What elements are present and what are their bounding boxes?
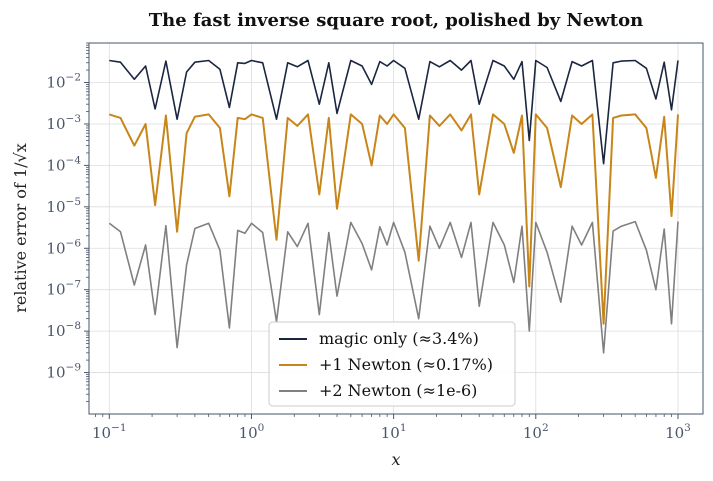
x-tick-base: 10: [92, 424, 111, 442]
y-tick-label: 10−8: [46, 320, 81, 340]
x-tick-label: 101: [381, 422, 407, 442]
legend-label: +2 Newton (≈1e-6): [319, 381, 477, 400]
x-tick-base: 10: [239, 424, 258, 442]
y-tick-exp: −6: [66, 237, 82, 249]
legend-box: [268, 321, 516, 407]
series-line-3: [108, 220, 679, 354]
x-tick-exp: −1: [111, 422, 126, 434]
y-tick-label: 10−9: [46, 362, 81, 382]
legend-label: magic only (≈3.4%): [319, 329, 479, 348]
chart-title: The fast inverse square root, polished b…: [149, 10, 643, 31]
y-tick-label: 10−7: [46, 279, 81, 299]
x-axis: 10−1 100 101 102 103: [92, 414, 691, 442]
series-line-1: [109, 59, 679, 165]
x-tick-exp: 2: [542, 422, 549, 434]
x-tick-base: 10: [523, 424, 542, 442]
y-tick-exp: −7: [66, 279, 81, 291]
y-tick-exp: −2: [66, 72, 81, 84]
y-tick-exp: −9: [66, 362, 81, 374]
y-tick-base: 10: [46, 281, 65, 299]
series-lines: [108, 59, 679, 354]
y-axis: 10−910−810−710−610−510−410−310−2: [46, 42, 89, 402]
y-tick-exp: −8: [66, 320, 81, 332]
x-tick-base: 10: [665, 424, 684, 442]
x-tick-exp: 3: [684, 422, 691, 434]
y-tick-label: 10−2: [46, 72, 81, 92]
series-line-2: [109, 113, 679, 325]
x-tick-exp: 0: [258, 422, 265, 434]
legend-label: +1 Newton (≈0.17%): [319, 355, 493, 374]
x-tick-label: 103: [665, 422, 691, 442]
y-tick-label: 10−5: [46, 196, 81, 216]
y-tick-exp: −4: [66, 154, 82, 166]
x-axis-label: x: [391, 450, 400, 469]
x-tick-label: 100: [239, 422, 265, 442]
y-tick-label: 10−6: [46, 237, 81, 257]
y-tick-base: 10: [46, 239, 65, 257]
y-tick-base: 10: [46, 115, 65, 133]
x-tick-label: 10−1: [92, 422, 127, 442]
y-tick-base: 10: [46, 364, 65, 382]
y-tick-exp: −5: [66, 196, 81, 208]
y-tick-label: 10−4: [46, 154, 81, 174]
x-tick-base: 10: [381, 424, 400, 442]
x-tick-label: 102: [523, 422, 549, 442]
y-tick-base: 10: [46, 322, 65, 340]
y-tick-base: 10: [46, 156, 65, 174]
x-tick-exp: 1: [400, 422, 407, 434]
y-tick-exp: −3: [66, 113, 81, 125]
y-tick-base: 10: [46, 74, 65, 92]
y-axis-label: relative error of 1/√x: [11, 143, 30, 312]
y-tick-base: 10: [46, 198, 65, 216]
legend: magic only (≈3.4%) +1 Newton (≈0.17%) +2 N…: [268, 321, 516, 407]
y-tick-label: 10−3: [46, 113, 81, 133]
